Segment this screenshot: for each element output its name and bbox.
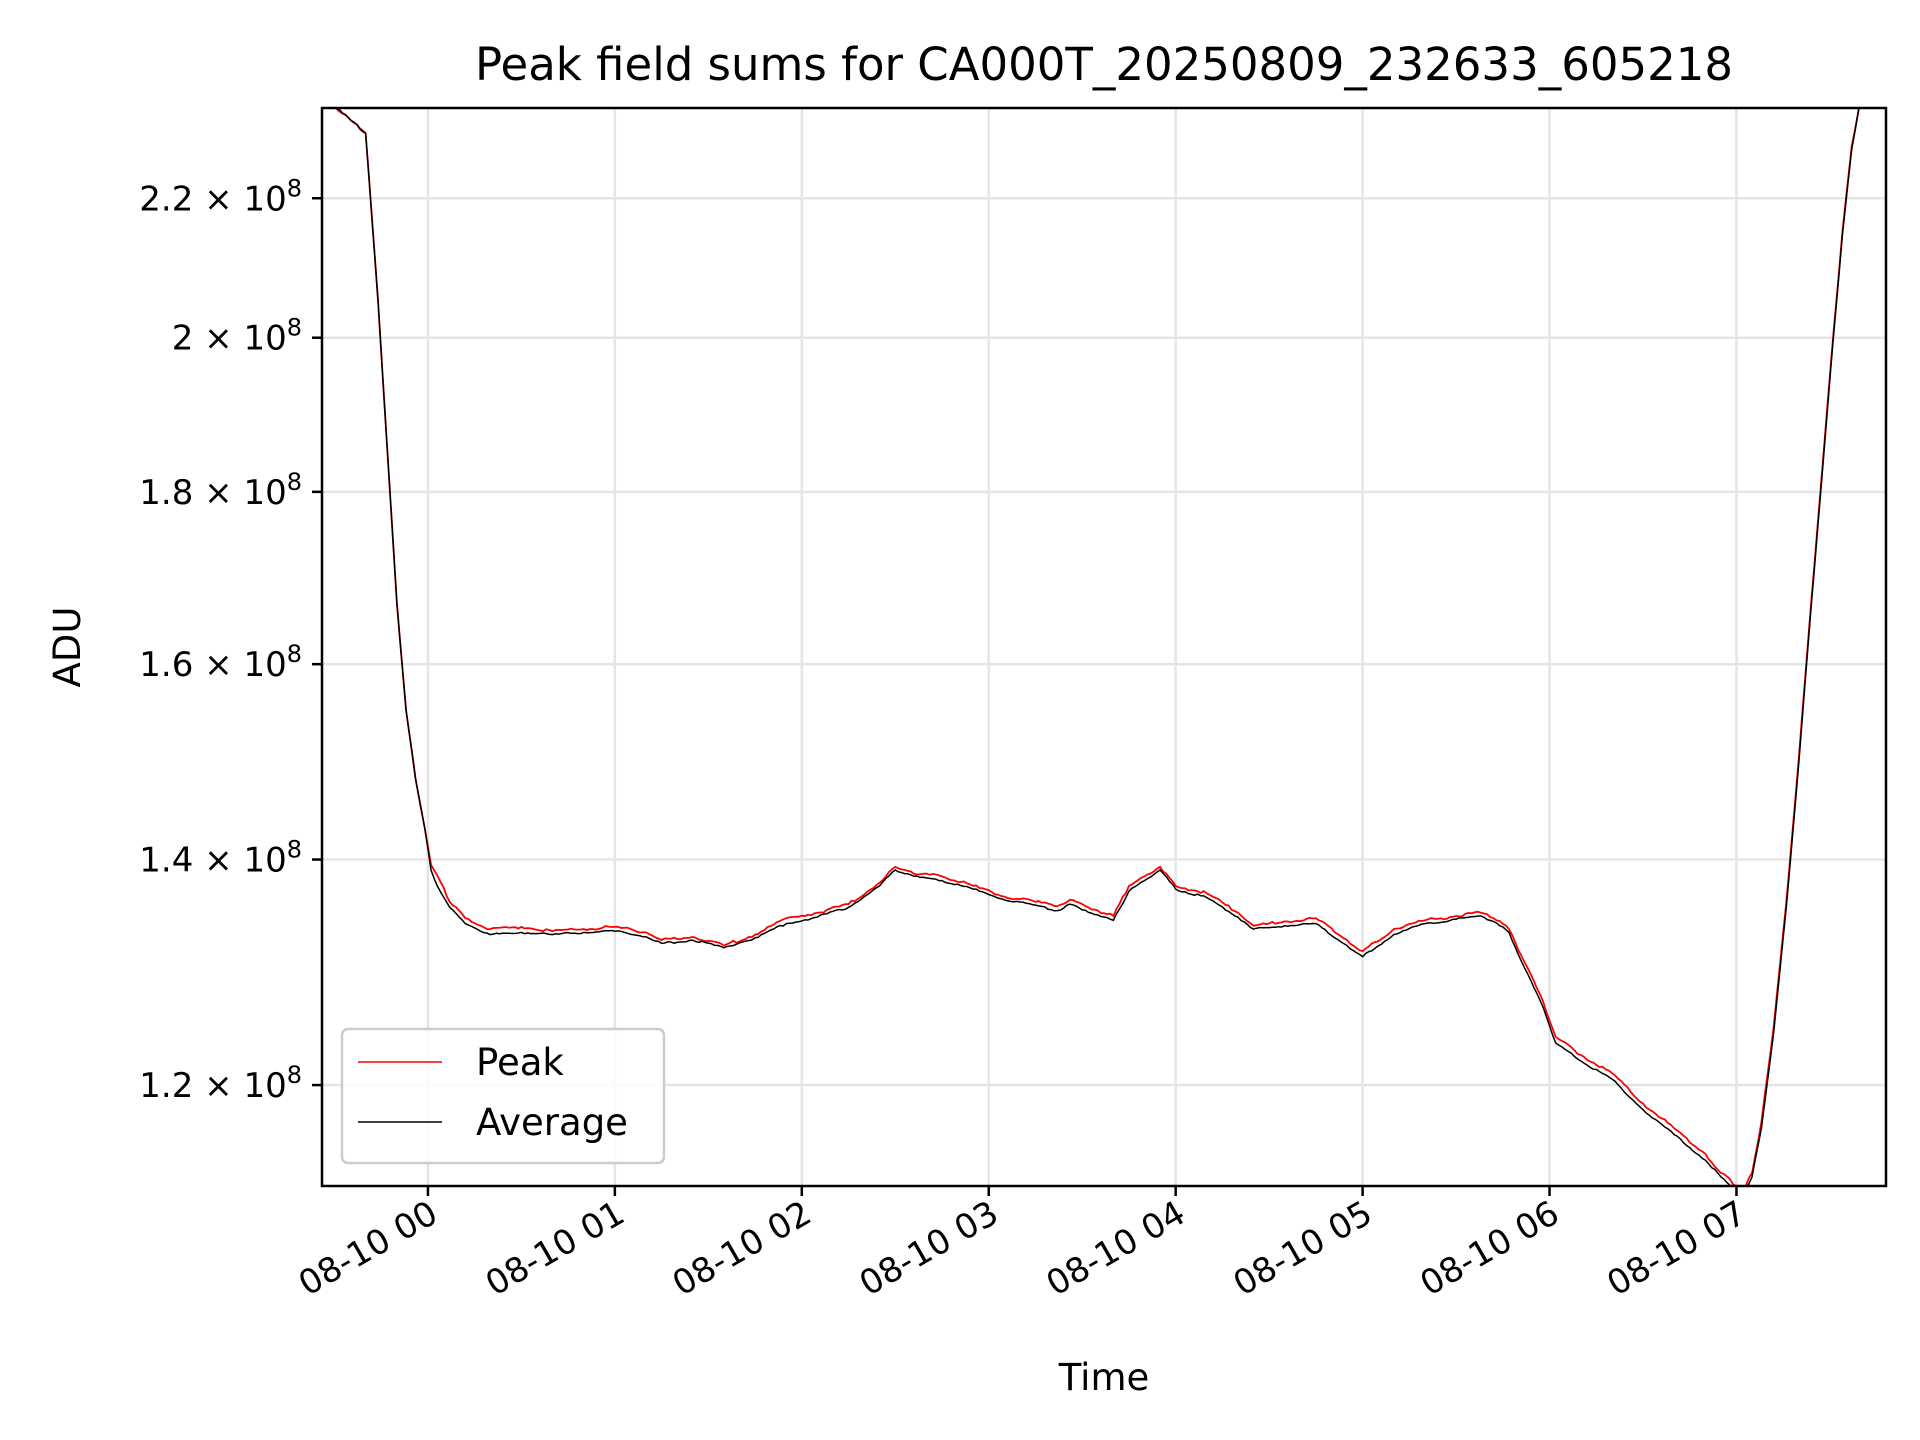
y-tick-label: 1.6 × 108 [139,640,302,685]
series-line-peak [334,108,1860,1186]
legend-label-peak: Peak [476,1041,564,1084]
y-tick-label: 2 × 108 [172,314,302,359]
y-tick-label: 1.4 × 108 [139,836,302,881]
series-line-average [334,108,1860,1186]
y-tick-label: 1.8 × 108 [139,468,302,513]
plot-frame [320,106,1888,1188]
x-axis-title: Time [1058,1356,1150,1399]
y-axis-title: ADU [46,607,89,688]
series-lines [334,108,1860,1186]
y-tick-label: 2.2 × 108 [139,174,302,219]
y-axis: 1.2 × 108 1.4 × 108 1.6 × 108 1.8 × 108 2 × … [139,174,322,1106]
chart-title: Peak field sums for CA000T_20250809_2326… [475,38,1733,91]
y-tick-label: 1.2 × 108 [139,1061,302,1106]
legend-label-average: Average [476,1101,628,1144]
legend: Peak Average [340,1027,666,1165]
